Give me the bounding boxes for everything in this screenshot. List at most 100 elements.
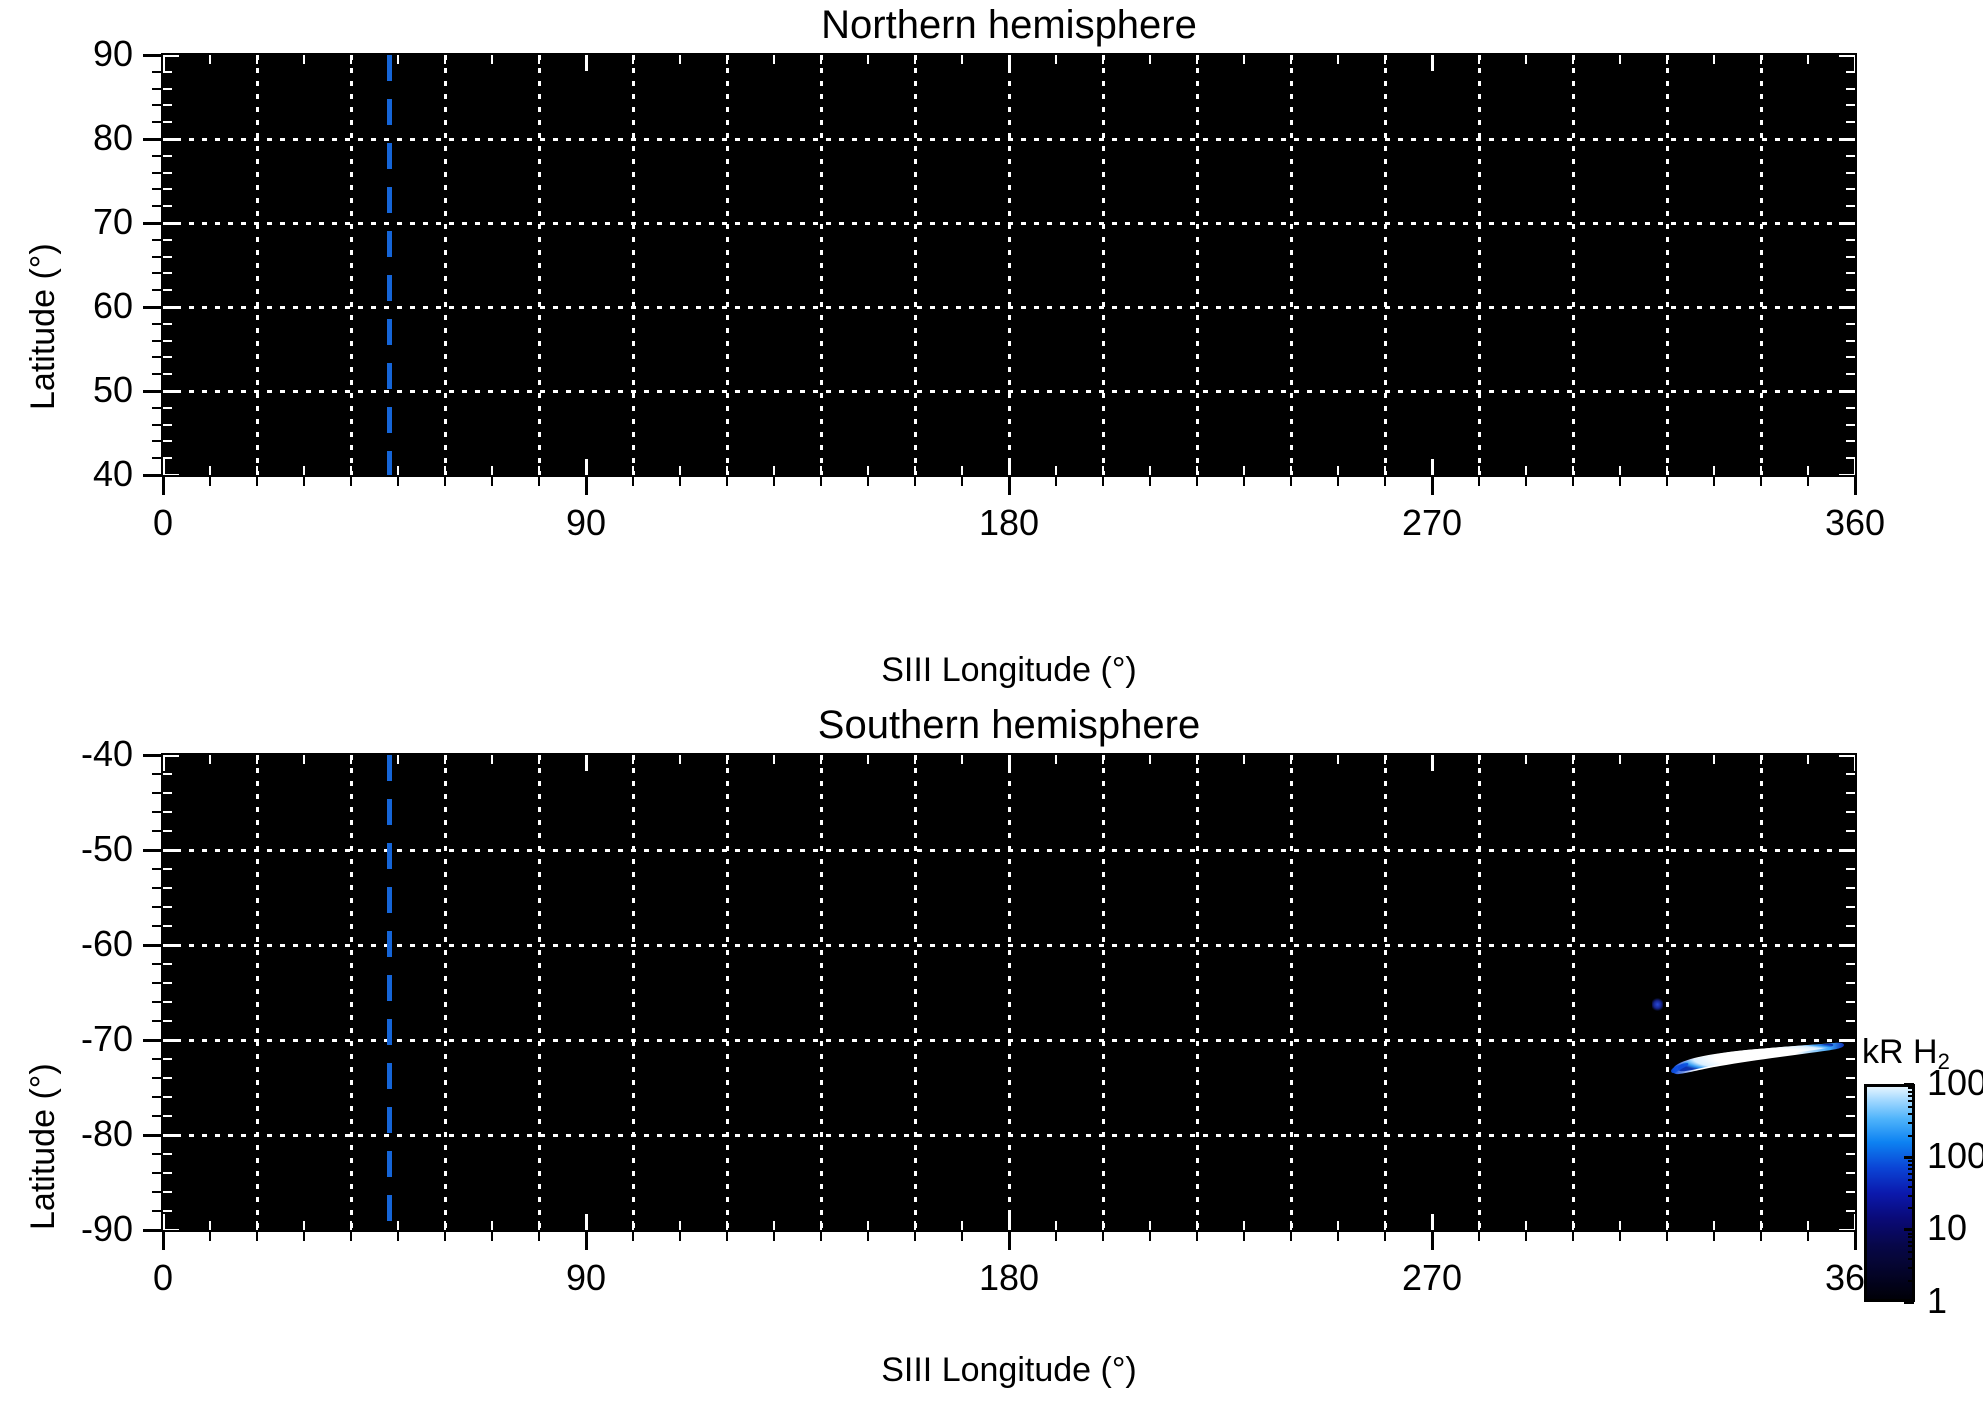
- tick-outer-bottom: [1196, 1230, 1198, 1241]
- gridline-vertical: [350, 55, 353, 475]
- tick-inner-right: [1846, 171, 1855, 174]
- tick-inner-right: [1839, 944, 1855, 947]
- colorbar-minor-tick: [1908, 1167, 1914, 1170]
- tick-inner-top: [1196, 755, 1198, 764]
- tick-inner-top: [773, 55, 775, 64]
- tick-inner-bottom: [538, 466, 540, 475]
- tick-inner-right: [1846, 868, 1855, 870]
- gridline-vertical: [444, 55, 447, 475]
- tick-inner-top: [1243, 55, 1245, 64]
- tick-inner-bottom: [256, 466, 258, 475]
- tick-inner-left: [163, 289, 172, 292]
- tick-inner-right: [1846, 373, 1855, 376]
- tick-inner-right: [1846, 906, 1855, 908]
- tick-inner-bottom: [961, 1221, 963, 1230]
- gridline-vertical: [1572, 55, 1575, 475]
- tick-inner-right: [1846, 406, 1855, 409]
- tick-inner-left: [163, 773, 172, 775]
- tick-outer-bottom: [914, 475, 916, 486]
- tick-inner-top: [1431, 55, 1434, 71]
- tick-inner-bottom: [1055, 466, 1057, 475]
- tick-inner-top: [1337, 755, 1339, 764]
- tick-inner-top: [1525, 755, 1527, 764]
- tick-inner-right: [1839, 138, 1855, 141]
- tick-inner-right: [1846, 1115, 1855, 1117]
- tick-outer-bottom: [961, 1230, 963, 1241]
- tick-inner-top: [679, 55, 681, 64]
- panel-southern: Southern hemisphere Latitude (°) SIII Lo…: [0, 700, 1983, 1423]
- tick-inner-left: [163, 849, 179, 852]
- tick-inner-right: [1846, 238, 1855, 241]
- gridline-horizontal: [163, 849, 1855, 852]
- tick-outer-left: [152, 773, 163, 775]
- tick-inner-right: [1839, 849, 1855, 852]
- gridline-horizontal: [163, 138, 1855, 141]
- colorbar-minor-tick: [1908, 1091, 1914, 1094]
- tick-inner-left: [163, 171, 172, 174]
- tick-outer-bottom: [1102, 475, 1104, 486]
- tick-outer-bottom: [1149, 1230, 1151, 1241]
- tick-inner-bottom: [1713, 466, 1715, 475]
- tick-outer-bottom: [632, 1230, 634, 1241]
- tick-inner-top: [444, 755, 446, 764]
- tick-inner-top: [1478, 755, 1480, 764]
- y-tick-label: 80: [92, 117, 133, 158]
- tick-inner-right: [1846, 982, 1855, 984]
- tick-outer-bottom: [1102, 1230, 1104, 1241]
- tick-outer-bottom: [773, 475, 775, 486]
- colorbar-title-subscript: 2: [1937, 1049, 1950, 1074]
- axis-title-x-northern: SIII Longitude (°): [881, 651, 1137, 689]
- tick-outer-bottom: [773, 1230, 775, 1241]
- colorbar-tick-label: 10: [1927, 1207, 1968, 1249]
- tick-inner-left: [163, 1191, 172, 1193]
- panel-title-southern: Southern hemisphere: [817, 703, 1201, 747]
- tick-inner-bottom: [1384, 1221, 1386, 1230]
- tick-outer-bottom: [303, 1230, 305, 1241]
- tick-outer-bottom: [303, 475, 305, 486]
- tick-outer-bottom: [1290, 475, 1292, 486]
- colorbar-minor-tick: [1908, 1194, 1914, 1197]
- tick-inner-bottom: [1431, 1214, 1434, 1230]
- tick-outer-bottom: [1384, 475, 1386, 486]
- x-tick-label: 0: [152, 1257, 174, 1298]
- tick-outer-bottom: [397, 1230, 399, 1241]
- y-tick-label: -50: [80, 828, 133, 869]
- gridline-vertical: [444, 755, 447, 1230]
- tick-inner-right: [1846, 963, 1855, 965]
- y-tick-label: 60: [92, 285, 133, 326]
- tick-outer-bottom: [162, 475, 165, 495]
- tick-outer-bottom: [1290, 1230, 1292, 1241]
- gridline-horizontal: [163, 390, 1855, 393]
- tick-inner-right: [1839, 1134, 1855, 1137]
- tick-inner-top: [1572, 755, 1574, 764]
- tick-outer-bottom: [397, 475, 399, 486]
- tick-inner-left: [163, 830, 172, 832]
- colorbar-minor-tick: [1908, 1178, 1914, 1181]
- tick-inner-bottom: [1290, 1221, 1292, 1230]
- tick-inner-left: [163, 868, 172, 870]
- gridline-vertical: [538, 55, 541, 475]
- tick-outer-bottom: [1337, 475, 1339, 486]
- tick-outer-bottom: [1478, 475, 1480, 486]
- tick-inner-bottom: [209, 1221, 211, 1230]
- gridline-vertical: [1290, 55, 1293, 475]
- tick-outer-left: [143, 54, 163, 57]
- tick-inner-bottom: [538, 1221, 540, 1230]
- x-tick-label: 270: [1401, 1257, 1463, 1298]
- tick-inner-bottom: [773, 466, 775, 475]
- colorbar-minor-tick: [1908, 1236, 1914, 1239]
- tick-inner-left: [163, 755, 179, 757]
- tick-inner-bottom: [256, 1221, 258, 1230]
- tick-inner-top: [538, 55, 540, 64]
- tick-inner-top: [1666, 755, 1668, 764]
- tick-inner-left: [163, 944, 179, 947]
- tick-inner-top: [1149, 55, 1151, 64]
- colorbar-minor-tick: [1908, 1267, 1914, 1270]
- tick-inner-top: [1384, 55, 1386, 64]
- tick-outer-left: [143, 849, 163, 852]
- tick-inner-bottom: [1807, 466, 1809, 475]
- tick-outer-left: [152, 406, 163, 409]
- tick-outer-left: [152, 963, 163, 965]
- tick-outer-left: [152, 188, 163, 191]
